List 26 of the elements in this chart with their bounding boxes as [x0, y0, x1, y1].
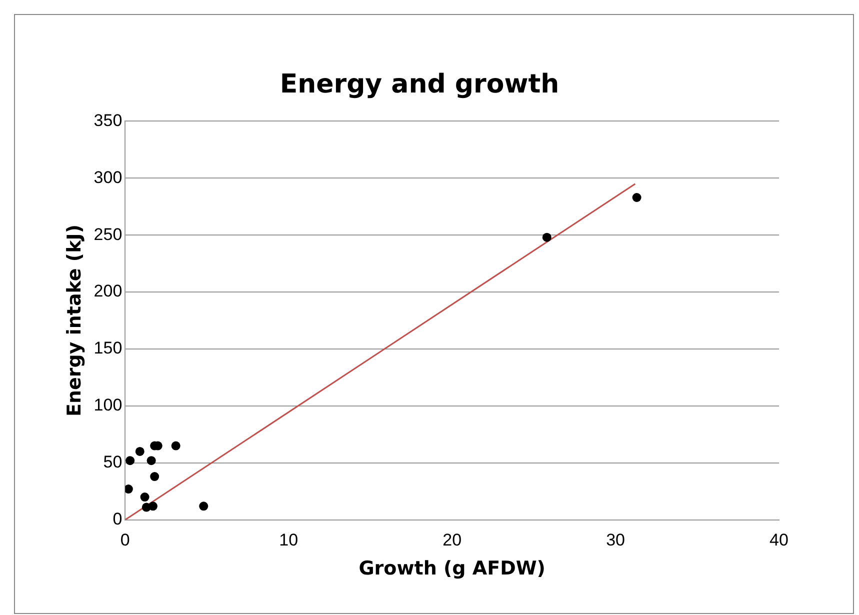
- x-tick-label: 30: [606, 530, 625, 550]
- point: [632, 193, 642, 202]
- point: [125, 484, 133, 494]
- point: [148, 502, 158, 511]
- point: [542, 232, 552, 242]
- y-axis-title: Energy intake (kJ): [63, 224, 86, 417]
- point: [146, 456, 156, 466]
- y-tick-label: 250: [94, 224, 122, 244]
- point: [171, 441, 180, 450]
- x-tick-label: 10: [279, 530, 298, 550]
- y-tick-label: 100: [94, 396, 122, 415]
- y-tick-label: 350: [94, 110, 122, 130]
- point: [150, 472, 160, 482]
- chart-title: Energy and growth: [280, 69, 560, 100]
- x-axis-title: Growth (g AFDW): [358, 558, 546, 580]
- y-tick-label: 200: [94, 282, 122, 301]
- x-tick-label: 20: [442, 530, 462, 550]
- y-tick-label: 300: [94, 168, 122, 187]
- point: [135, 446, 144, 456]
- point: [140, 492, 150, 502]
- y-tick-label: 0: [112, 509, 122, 528]
- y-tick-label: 150: [94, 338, 122, 358]
- y-tick-label: 50: [103, 452, 122, 472]
- x-tick-label: 40: [770, 530, 788, 550]
- point: [126, 456, 135, 466]
- point: [199, 502, 208, 511]
